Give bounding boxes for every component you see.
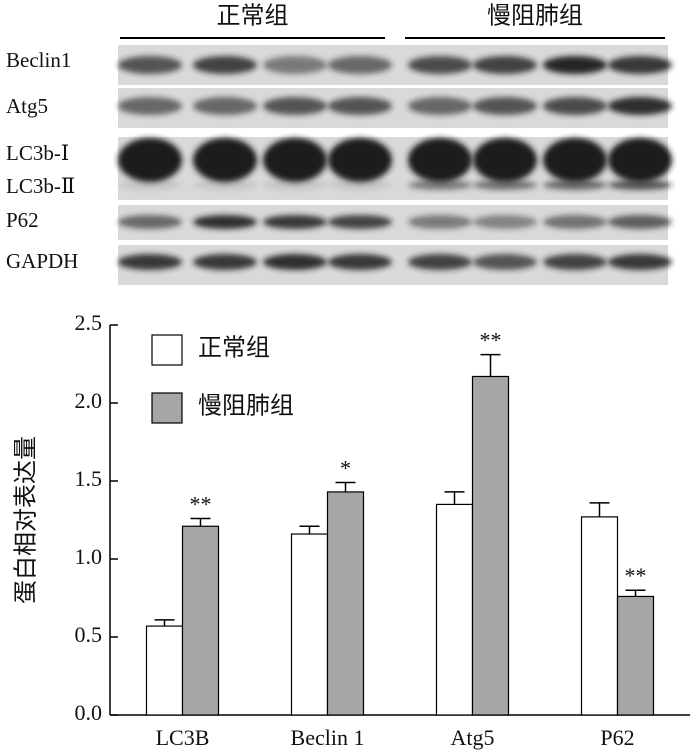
- blot-band: [408, 97, 472, 115]
- blot-band: [118, 138, 182, 182]
- bar: [326, 491, 365, 716]
- y-tick-label: 0.5: [75, 622, 103, 647]
- blot-band: [263, 56, 327, 74]
- blot-band: [408, 215, 472, 229]
- blot-band: [328, 254, 392, 270]
- western-blot: 正常组 慢阻肺组 Beclin1 Atg5 LC3b-Ⅰ LC3b-Ⅱ P62 GAPDH: [6, 3, 672, 285]
- blot-band: [118, 56, 182, 74]
- group-label: 正常组: [217, 3, 289, 30]
- blot-band: [543, 215, 607, 229]
- blot-band: [118, 180, 182, 190]
- row-label: LC3b-Ⅰ: [6, 141, 69, 165]
- row-label: GAPDH: [6, 249, 78, 273]
- row-label: LC3b-Ⅱ: [6, 174, 75, 198]
- blot-band: [473, 180, 537, 190]
- row-label: P62: [6, 208, 39, 232]
- blot-band: [193, 138, 257, 182]
- blot-band: [263, 97, 327, 115]
- significance-label: **: [625, 563, 647, 588]
- blot-band: [608, 180, 672, 190]
- blot-band: [473, 254, 537, 270]
- significance-label: **: [480, 328, 502, 353]
- row-label: Beclin1: [6, 48, 71, 72]
- significance-label: *: [340, 456, 351, 481]
- blot-band: [328, 180, 392, 190]
- chart: 0.0 0.5 1.0 1.5 2.0 2.5 蛋白相对表达量 LC3B ** Beclin 1 *…: [13, 310, 690, 750]
- bar: [435, 503, 474, 716]
- blot-band: [408, 138, 472, 182]
- blot-band: [263, 254, 327, 270]
- x-tick-label: LC3B: [156, 725, 210, 750]
- blot-band: [193, 215, 257, 229]
- blot-band: [328, 215, 392, 229]
- blot-band: [118, 97, 182, 115]
- blot-band: [328, 97, 392, 115]
- blot-band: [408, 56, 472, 74]
- blot-band: [328, 56, 392, 74]
- blot-band: [473, 138, 537, 182]
- bar: [181, 525, 220, 716]
- blot-band: [263, 180, 327, 190]
- x-tick-label: Beclin 1: [291, 725, 365, 750]
- y-tick-label: 0.0: [75, 700, 103, 725]
- legend-label: 慢阻肺组: [198, 393, 294, 420]
- blot-band: [473, 215, 537, 229]
- legend-label: 正常组: [198, 335, 270, 362]
- bar: [580, 516, 619, 716]
- row-label: Atg5: [6, 94, 48, 118]
- significance-label: **: [190, 491, 212, 516]
- blot-band: [473, 97, 537, 115]
- bar: [471, 375, 510, 716]
- bar: [290, 533, 329, 716]
- blot-band: [193, 254, 257, 270]
- blot-band: [193, 56, 257, 74]
- blot-band: [543, 180, 607, 190]
- y-axis-label: 蛋白相对表达量: [13, 436, 40, 604]
- blot-band: [543, 138, 607, 182]
- legend-swatch: [151, 392, 183, 424]
- blot-band: [118, 215, 182, 229]
- bar: [616, 595, 655, 716]
- legend-swatch: [151, 334, 183, 366]
- blot-band: [543, 254, 607, 270]
- group-label: 慢阻肺组: [487, 3, 583, 30]
- blot-band: [473, 56, 537, 74]
- blot-band: [263, 215, 327, 229]
- blot-band: [408, 180, 472, 190]
- y-tick-label: 2.0: [75, 388, 103, 413]
- blot-band: [328, 138, 392, 182]
- blot-band: [608, 56, 672, 74]
- blot-band: [608, 254, 672, 270]
- y-tick-label: 1.5: [75, 466, 103, 491]
- blot-band: [608, 215, 672, 229]
- x-tick-label: P62: [600, 725, 634, 750]
- y-tick-label: 1.0: [75, 544, 103, 569]
- blot-band: [118, 254, 182, 270]
- blot-band: [193, 180, 257, 190]
- blot-band: [193, 97, 257, 115]
- blot-band: [543, 97, 607, 115]
- x-tick-label: Atg5: [451, 725, 495, 750]
- blot-band: [608, 97, 672, 115]
- blot-band: [263, 138, 327, 182]
- bar: [145, 625, 184, 716]
- blot-band: [408, 254, 472, 270]
- y-tick-label: 2.5: [75, 310, 103, 335]
- blot-band: [543, 56, 607, 74]
- blot-band: [608, 138, 672, 182]
